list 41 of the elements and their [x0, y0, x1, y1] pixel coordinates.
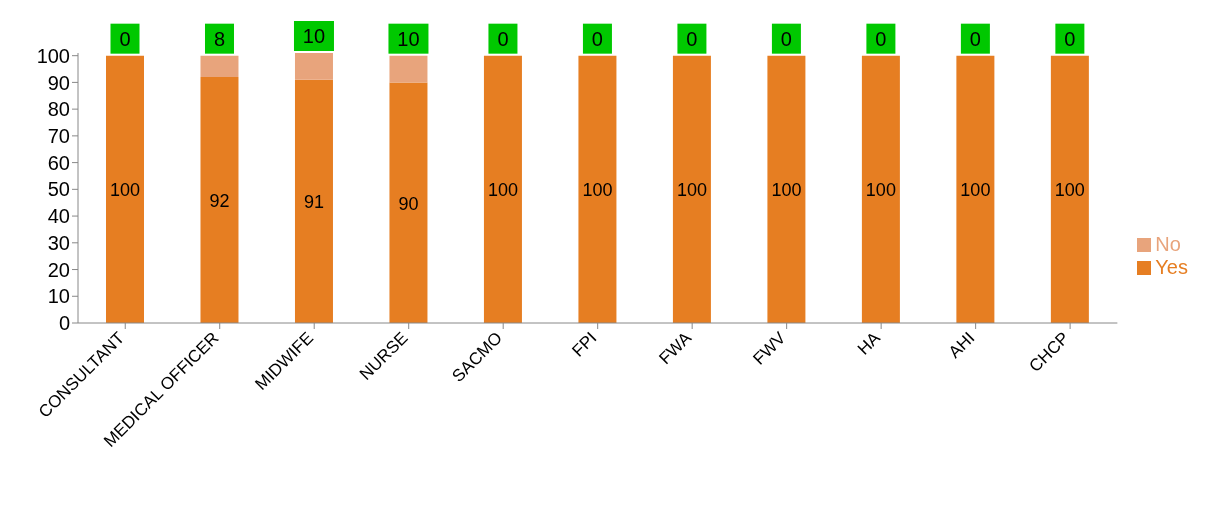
- y-tick-label: 100: [36, 44, 70, 67]
- data-label: 8: [213, 27, 226, 50]
- data-label: 0: [875, 27, 887, 50]
- data-label: 0: [119, 27, 131, 50]
- data-label: 0: [591, 27, 603, 50]
- data-label: 100: [487, 180, 518, 201]
- data-label: 90: [398, 193, 419, 214]
- data-label: 91: [303, 192, 324, 213]
- data-label: 100: [1054, 180, 1085, 201]
- data-label: 0: [497, 27, 509, 50]
- data-label: 10: [302, 25, 326, 47]
- y-tick-label: 10: [47, 285, 70, 308]
- y-tick-label: 0: [58, 312, 70, 335]
- x-tick-label: HA: [853, 327, 885, 359]
- y-tick-label: 70: [47, 124, 70, 147]
- bar: [200, 77, 239, 323]
- data-label: 0: [1064, 27, 1076, 50]
- data-label: 0: [969, 27, 981, 50]
- data-label: 0: [780, 27, 792, 50]
- data-label: 100: [960, 180, 991, 201]
- data-label: 100: [582, 180, 613, 201]
- data-label: 0: [686, 27, 698, 50]
- y-tick-label: 80: [47, 98, 70, 121]
- data-label: 10: [397, 27, 420, 50]
- y-tick-label: 50: [47, 178, 70, 201]
- bar: [389, 82, 428, 323]
- legend-label: Yes: [1155, 255, 1188, 278]
- data-label: 100: [676, 180, 707, 201]
- data-label: 100: [771, 180, 802, 201]
- y-tick-label: 90: [47, 71, 70, 94]
- y-tick-label: 20: [47, 258, 70, 281]
- y-tick-label: 40: [47, 205, 70, 228]
- x-tick-label: AHI: [944, 328, 979, 362]
- data-label: 92: [209, 191, 230, 212]
- data-label: 100: [865, 180, 896, 201]
- y-tick-label: 30: [47, 231, 70, 254]
- y-tick-label: 60: [47, 151, 70, 174]
- bar: [294, 79, 333, 323]
- x-tick-label: FPI: [568, 328, 601, 361]
- legend-label: No: [1155, 232, 1181, 255]
- data-label: 100: [109, 180, 141, 201]
